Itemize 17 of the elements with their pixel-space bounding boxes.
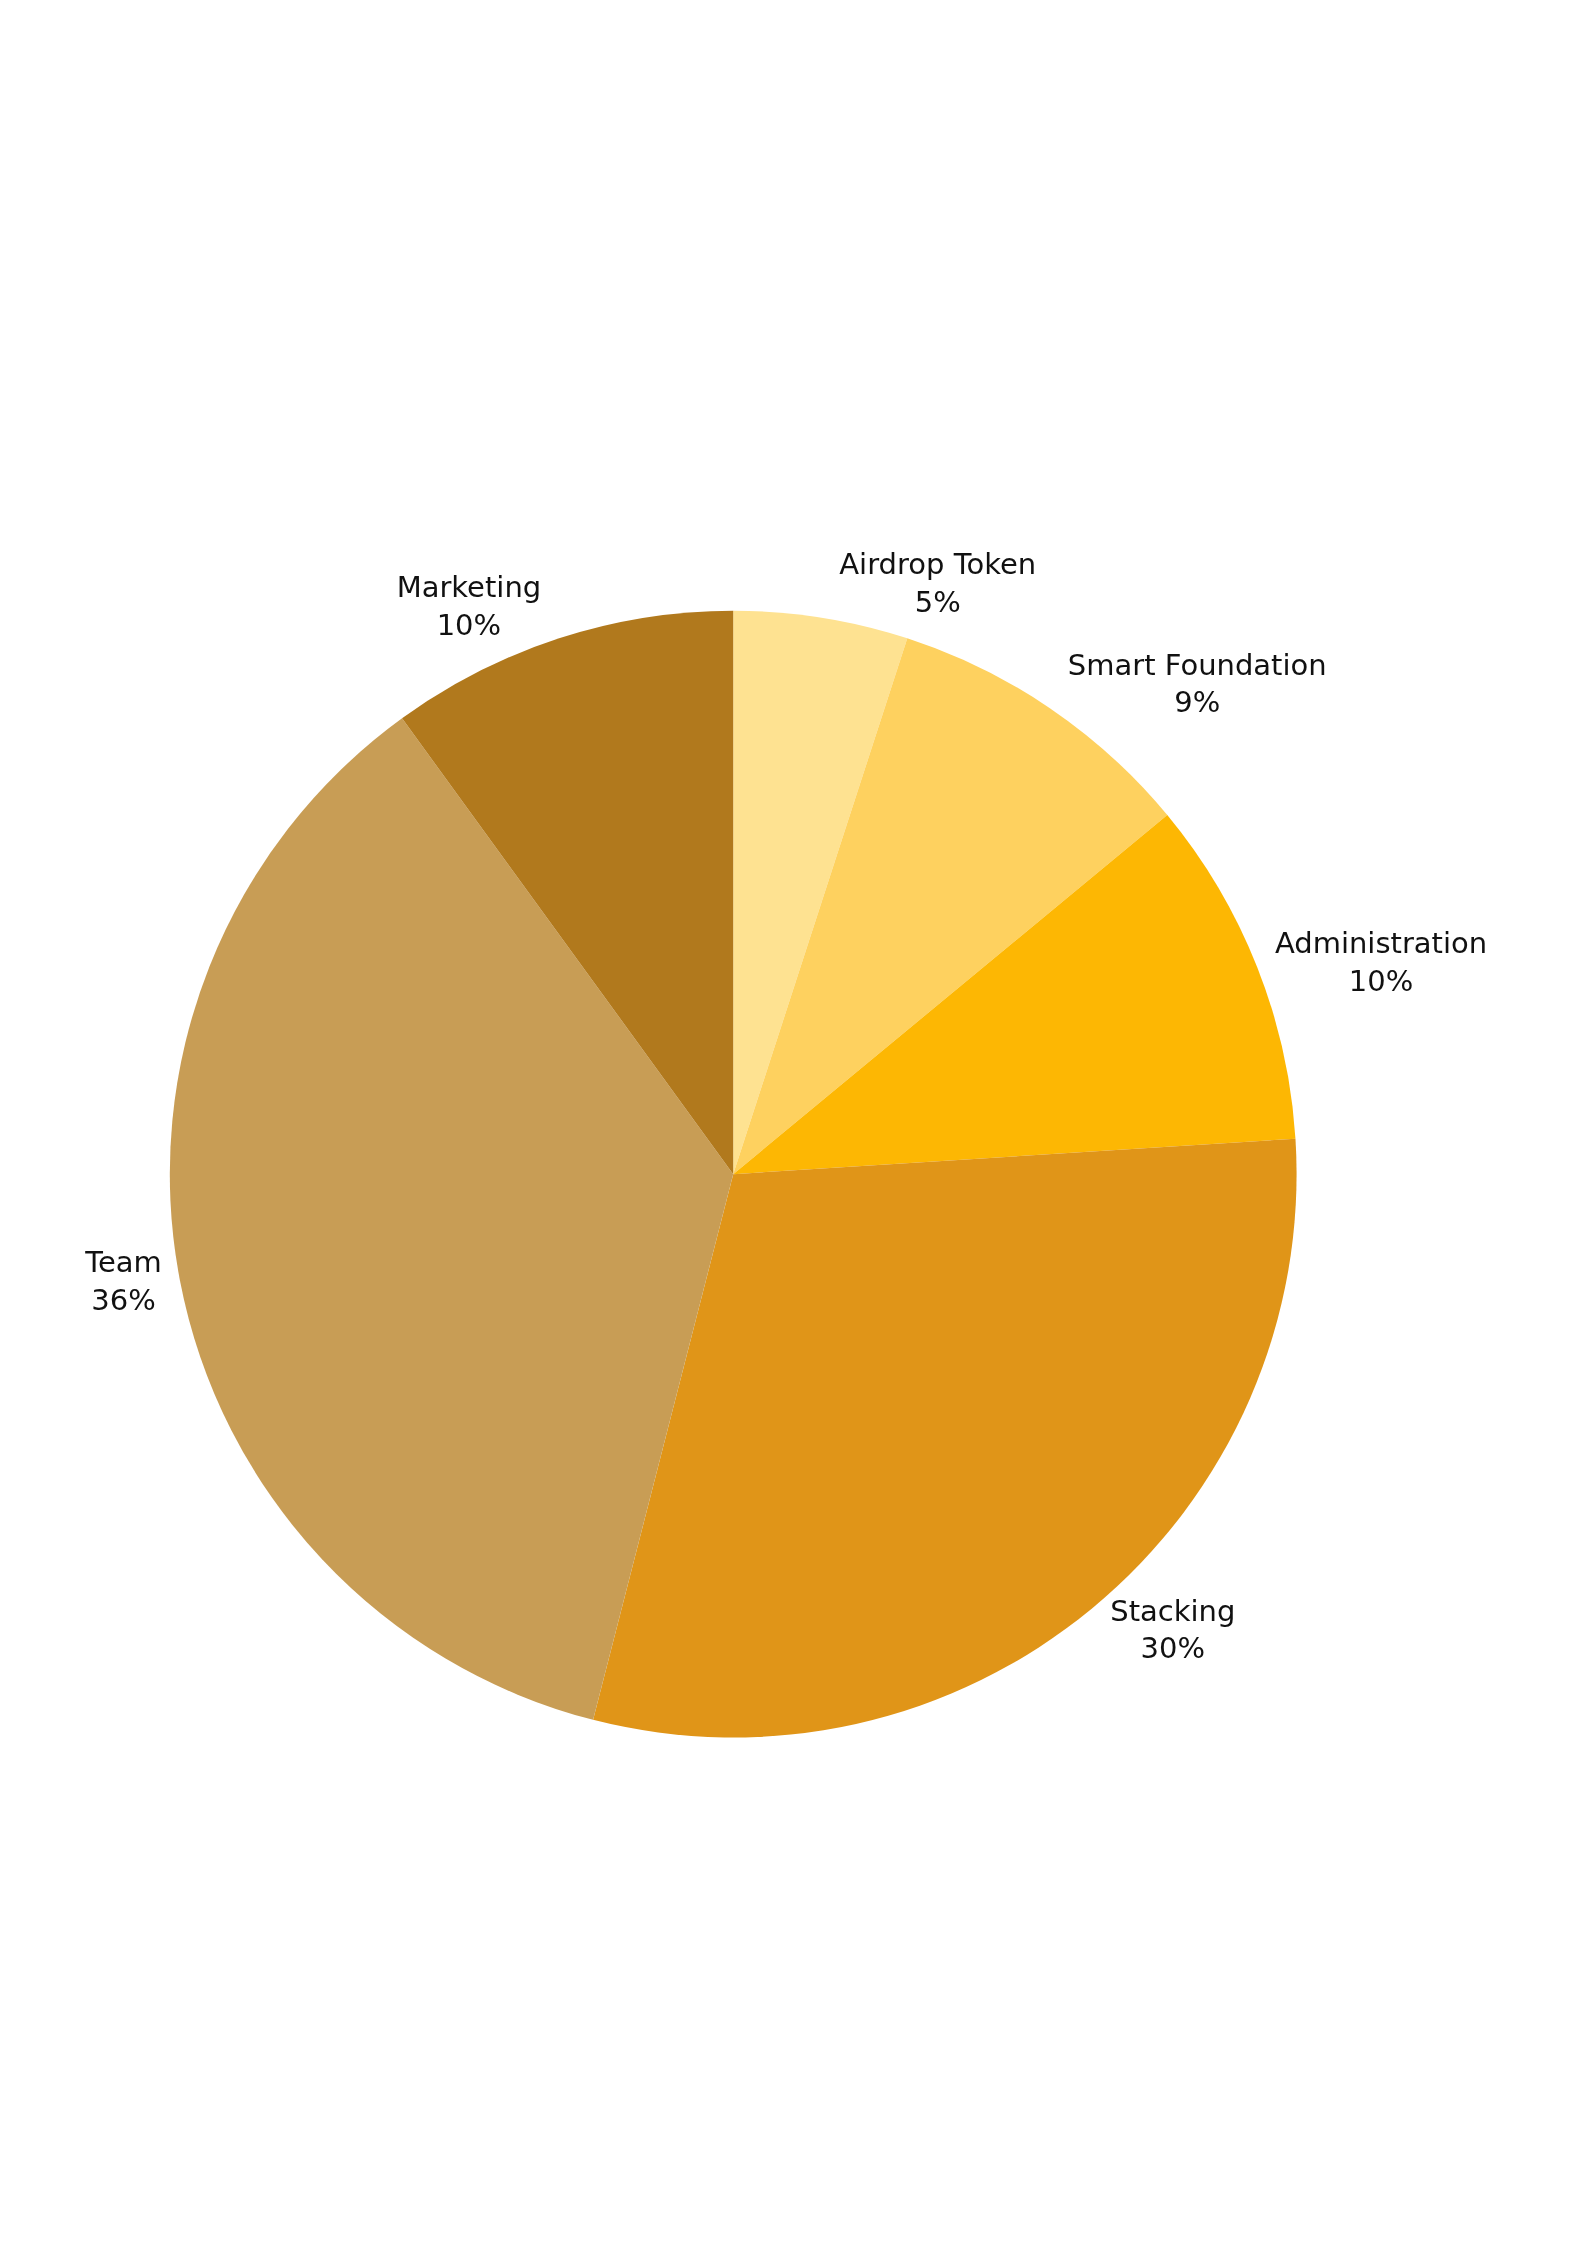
slice-label: Stacking: [1110, 1593, 1236, 1628]
pie-slice: [593, 1138, 1296, 1738]
data-label: 10%: [436, 607, 502, 642]
pie-slice: [402, 610, 734, 1175]
data-label: 10%: [1348, 963, 1414, 998]
data-label: 5%: [914, 584, 961, 619]
data-label: 30%: [1140, 1631, 1206, 1666]
slice-label: Administration: [1274, 926, 1488, 961]
slice-label: Marketing: [396, 570, 542, 605]
pie-slice: [733, 638, 1168, 1175]
slice-label: Team: [84, 1245, 162, 1280]
pie-slice: [170, 718, 734, 1720]
data-label: 36%: [91, 1282, 156, 1317]
slice-label: Smart Foundation: [1067, 647, 1327, 682]
slice-label: Airdrop Token: [839, 546, 1037, 581]
pie-slice: [733, 610, 908, 1175]
data-label: 9%: [1174, 685, 1221, 720]
